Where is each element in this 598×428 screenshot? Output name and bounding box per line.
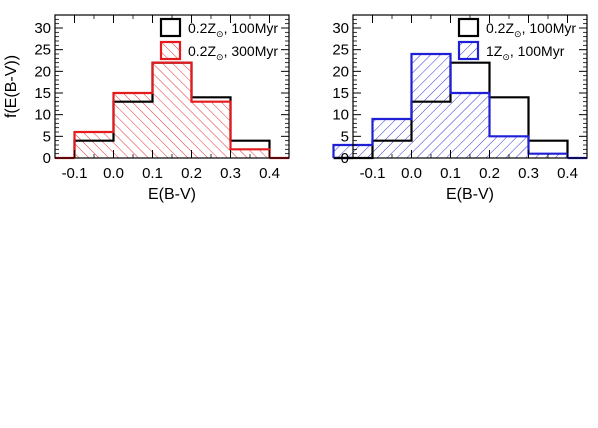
legend-swatch-1 xyxy=(159,40,182,61)
histogram-bar-s1-b1 xyxy=(114,93,153,158)
x-tick-label: 0.0 xyxy=(103,165,124,182)
y-tick-label: 15 xyxy=(332,85,349,102)
x-tick-label: 0.2 xyxy=(181,165,202,182)
legend-entry-1: 1Z⊙, 100Myr xyxy=(486,43,565,62)
series-hatch-fill-1 xyxy=(333,54,568,158)
legend-entry-1: 0.2Z⊙, 300Myr xyxy=(188,43,278,62)
right-histogram-panel: -0.1 0.0 0.1 0.2 0.3 0.4 0 5 10 15 20 25 30 E(B-V) 0.2… xyxy=(332,14,588,203)
y-tick-label: 5 xyxy=(43,128,51,145)
x-tick-label: 0.1 xyxy=(142,165,163,182)
legend-entry-0: 0.2Z⊙, 100Myr xyxy=(188,20,278,39)
left-histogram-panel: -0.1 0.0 0.1 0.2 0.3 0.4 0 5 10 15 20 25 30 E(B-V) f(E… xyxy=(3,14,290,203)
histogram-bar-s1-b2 xyxy=(412,54,451,158)
legend-swatch-0 xyxy=(159,17,182,38)
y-tick-label: 0 xyxy=(341,150,349,167)
x-tick-label: 0.4 xyxy=(259,165,280,182)
histogram-bar-s1-b1 xyxy=(373,119,412,158)
series-hatch-fill-1 xyxy=(74,62,270,158)
x-tick-label: 0.3 xyxy=(518,165,539,182)
y-axis-label: f(E(B-V)) xyxy=(3,55,20,118)
y-tick-label: 10 xyxy=(34,107,51,124)
x-tick-label: 0.0 xyxy=(401,165,422,182)
x-tick-label: 0.4 xyxy=(557,165,578,182)
legend-swatch-0 xyxy=(457,17,480,38)
series-outline-1 xyxy=(73,61,271,158)
y-tick-label: 30 xyxy=(34,20,51,37)
y-tick-label: 20 xyxy=(34,63,51,80)
x-axis-label: E(B-V) xyxy=(446,186,494,203)
y-tick-label: 25 xyxy=(332,42,349,59)
y-tick-label: 20 xyxy=(332,63,349,80)
y-tick-label: 0 xyxy=(43,150,51,167)
legend-swatch-1 xyxy=(457,40,480,61)
y-tick-label: 15 xyxy=(34,85,51,102)
legend-entry-0: 0.2Z⊙, 100Myr xyxy=(486,20,576,39)
histogram-bar-s1-b3 xyxy=(451,93,490,158)
x-tick-label: 0.3 xyxy=(220,165,241,182)
x-tick-label: 0.1 xyxy=(440,165,461,182)
x-tick-label: -0.1 xyxy=(62,165,88,182)
x-tick-label: -0.1 xyxy=(360,165,386,182)
x-tick-label: 0.2 xyxy=(479,165,500,182)
histogram-bar-s1-b2 xyxy=(153,63,192,158)
y-tick-label: 25 xyxy=(34,42,51,59)
histogram-bar-s1-b3 xyxy=(192,102,231,158)
y-tick-label: 10 xyxy=(332,107,349,124)
x-axis-label: E(B-V) xyxy=(148,186,196,203)
y-tick-label: 5 xyxy=(341,128,349,145)
y-tick-label: 30 xyxy=(332,20,349,37)
